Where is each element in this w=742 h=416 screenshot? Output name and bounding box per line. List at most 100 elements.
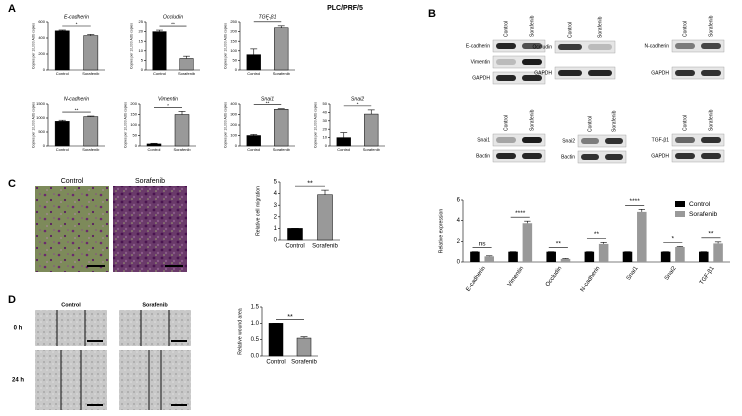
blot-row-label: GAPDH: [651, 70, 669, 76]
y-tick-label: 150: [230, 38, 237, 43]
blot-row-label: GAPDH: [472, 75, 490, 81]
y-tick-label: 2: [457, 239, 461, 245]
image-label: Control: [61, 178, 84, 185]
bar: [179, 58, 194, 71]
y-tick-label: 40: [323, 109, 328, 114]
panel-label: D: [8, 294, 16, 306]
legend-swatch: [675, 201, 685, 207]
y-tick-label: 0.0: [251, 354, 260, 360]
bar: [274, 27, 289, 71]
significance: *: [76, 22, 78, 28]
y-axis-label: Relative expression: [439, 209, 445, 254]
y-tick-label: 1.0: [251, 321, 260, 327]
y-axis-label: Copies per 10,000 Actb copies: [223, 23, 227, 69]
y-axis-label: Copies per 10,000 Actb copies: [31, 102, 35, 148]
y-tick-label: 0: [135, 143, 138, 148]
y-tick-label: 5: [141, 57, 144, 62]
panel-label: B: [428, 8, 436, 20]
bar: [660, 251, 671, 262]
blot-column-label: Control: [682, 115, 688, 131]
y-tick-label: 200: [230, 122, 237, 127]
bar: [146, 143, 162, 147]
x-tick-label: Sorafenib: [363, 147, 381, 152]
blot-band: [701, 43, 721, 49]
blot-column-label: Sorafenib: [529, 15, 535, 37]
blot-row-label: GAPDH: [651, 153, 669, 159]
bar: [522, 223, 533, 262]
blot-band: [605, 154, 623, 160]
significance: **: [171, 22, 175, 28]
blot-band: [675, 137, 695, 143]
x-tick-label: Sorafenib: [82, 147, 100, 152]
blot-row-label: Snai2: [562, 138, 575, 144]
significance: *: [167, 103, 169, 109]
x-tick-label: Control: [247, 71, 260, 76]
blot-column-label: Sorafenib: [611, 110, 617, 132]
bar: [246, 135, 261, 147]
y-tick-label: 1.5: [251, 305, 260, 311]
y-axis-label: Copies per 10,000 Actb copies: [129, 23, 133, 69]
bar: [560, 258, 571, 262]
x-tick-label: Control: [56, 71, 69, 76]
blot-band: [675, 43, 695, 49]
y-tick-label: 10: [139, 48, 144, 53]
x-tick-label: Control: [266, 360, 285, 366]
y-tick-label: 200: [130, 101, 137, 106]
y-tick-label: 2: [274, 214, 278, 220]
y-axis-label: Copies per 10,000 Actb copies: [31, 23, 35, 69]
y-tick-label: 3: [274, 203, 278, 209]
legend-swatch: [675, 211, 685, 217]
blot-band: [496, 153, 516, 159]
blot-row-label: TGF-β1: [652, 137, 670, 143]
blot-band: [522, 43, 542, 49]
x-tick-label: Control: [247, 147, 260, 152]
image-label: Sorafenib: [142, 302, 168, 308]
bar: [364, 113, 379, 147]
bar: [174, 114, 190, 147]
chart-title: TGF-β1: [259, 14, 277, 20]
y-tick-label: 300: [230, 112, 237, 117]
blot-band: [496, 43, 516, 49]
y-tick-label: 1000: [36, 115, 46, 120]
x-tick-label: E-cadherin: [465, 266, 487, 293]
y-tick-label: 10: [323, 135, 328, 140]
x-tick-label: Sorafenib: [312, 244, 338, 250]
blot-column-label: Control: [503, 115, 509, 131]
blot-row-label: Bactin: [561, 154, 575, 160]
blot-row-label: N-cadherin: [645, 43, 670, 49]
x-tick-label: Control: [148, 147, 161, 152]
y-tick-label: 150: [130, 112, 137, 117]
bar: [152, 31, 167, 71]
blot-band: [581, 138, 599, 144]
micrograph: [35, 186, 109, 272]
y-tick-label: 1500: [36, 101, 46, 106]
y-tick-label: 100: [230, 133, 237, 138]
bar: [54, 121, 70, 147]
blot-row-label: Snai1: [477, 137, 490, 143]
significance: ****: [630, 198, 641, 205]
x-tick-label: Control: [285, 244, 304, 250]
blot-column-label: Control: [587, 116, 593, 132]
y-tick-label: 50: [233, 57, 238, 62]
bar: [83, 116, 99, 147]
row-label: 0 h: [14, 326, 23, 332]
significance: ****: [515, 210, 526, 217]
chart-title: Snai1: [261, 96, 274, 102]
bar: [336, 137, 351, 147]
y-tick-label: 15: [139, 38, 144, 43]
x-tick-label: Sorafenib: [173, 147, 191, 152]
bar: [274, 109, 289, 147]
bar: [470, 251, 480, 262]
x-tick-label: Sorafenib: [291, 360, 317, 366]
y-tick-label: 0: [274, 238, 278, 244]
blot-band: [496, 59, 516, 65]
blot-row-label: Vimentin: [471, 59, 491, 65]
bar: [713, 243, 723, 262]
blot-column-label: Control: [682, 21, 688, 37]
x-tick-label: N-cadherin: [580, 266, 602, 293]
legend-label: Sorafenib: [689, 211, 718, 218]
y-tick-label: 0: [457, 260, 461, 266]
blot-band: [701, 70, 721, 76]
